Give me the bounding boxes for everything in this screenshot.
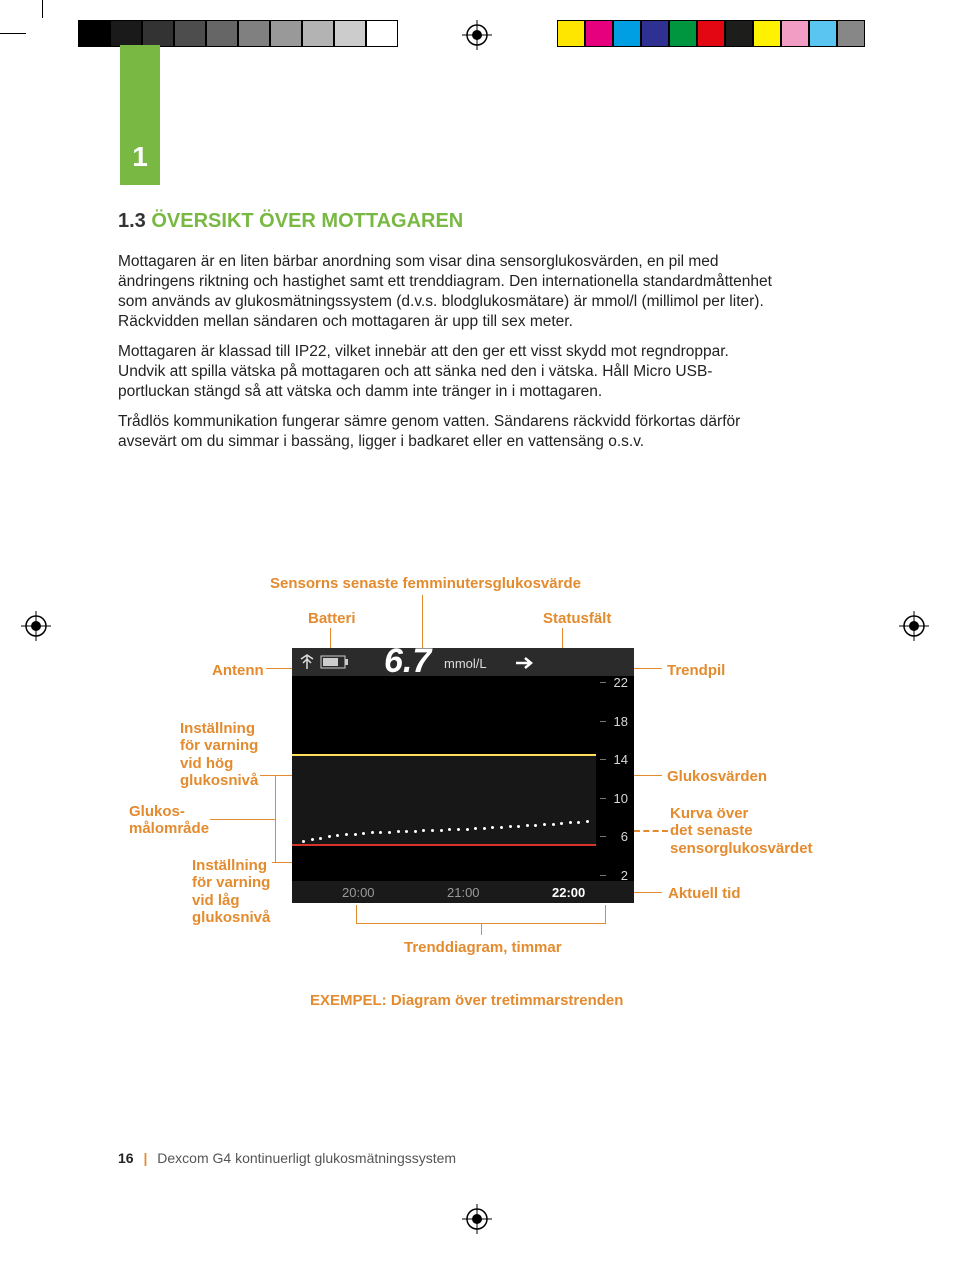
y-tick: 14 [614,752,628,767]
callout-glukos: Glukosvärden [667,768,767,785]
leader-bracket [356,905,357,923]
chapter-number: 1 [132,141,148,173]
footer-text: Dexcom G4 kontinuerligt glukosmätningssy… [157,1150,456,1166]
high-threshold-line [292,754,596,756]
callout-bottom: Trenddiagram, timmar [404,939,562,956]
y-tick: 22 [614,675,628,690]
paragraph: Mottagaren är en liten bärbar anordning … [118,252,778,333]
callout-target: Glukos- målområde [129,803,209,838]
registration-icon [462,1204,492,1234]
callout-antenna: Antenn [212,662,264,679]
x-tick: 21:00 [447,885,480,900]
registration-icon [21,611,51,641]
page-number: 16 [118,1150,134,1166]
trend-arrow-icon [514,655,536,671]
heading-number: 1.3 [118,210,146,232]
leader-line [634,775,662,776]
color-swatches [557,20,865,47]
callout-low: Inställning för varning vid låg glukosni… [192,857,270,926]
leader-line [634,892,662,893]
page-footer: 16 | Dexcom G4 kontinuerligt glukosmätni… [118,1150,456,1166]
device-screen: 6.7 mmol/L 2218141062 20:0021:0022:00 [292,648,634,903]
y-tick: 10 [614,791,628,806]
leader-line [260,775,292,776]
callout-top: Sensorns senaste femminutersglukosvärde [270,575,581,592]
glucose-value: 6.7 [384,642,431,681]
paragraph: Mottagaren är klassad till IP22, vilket … [118,342,778,402]
leader-bracket [275,775,276,863]
antenna-icon [298,653,316,671]
y-tick: 18 [614,714,628,729]
callout-high: Inställning för varning vid hög glukosni… [180,720,258,789]
callout-status: Statusfält [543,610,611,627]
callout-battery: Batteri [308,610,356,627]
x-tick: 20:00 [342,885,375,900]
registration-icon [899,611,929,641]
leader-line-dashed [634,830,668,832]
y-tick: 6 [621,829,628,844]
target-band [292,754,596,844]
x-tick: 22:00 [552,885,585,900]
footer-separator: | [143,1150,147,1166]
heading-title: ÖVERSIKT ÖVER MOTTAGAREN [151,210,463,232]
leader-bracket [605,905,606,923]
callout-trendpil: Trendpil [667,662,725,679]
glucose-unit: mmol/L [444,656,487,671]
grayscale-swatches [78,20,398,47]
crop-mark [0,33,26,34]
leader-line [481,923,482,935]
callout-time: Aktuell tid [668,885,741,902]
page: 1 1.3 ÖVERSIKT ÖVER MOTTAGAREN Mottagare… [0,0,960,1263]
registration-icon [462,20,492,50]
crop-mark [42,0,43,18]
figure-caption: EXEMPEL: Diagram över tretimmarstrenden [310,992,623,1009]
chapter-tab: 1 [120,45,160,185]
low-threshold-line [292,844,596,846]
battery-icon [320,655,350,669]
section-heading: 1.3 ÖVERSIKT ÖVER MOTTAGAREN [118,210,463,233]
paragraph: Trådlös kommunikation fungerar sämre gen… [118,412,778,452]
leader-line [210,819,275,820]
callout-curve: Kurva över det senaste sensorglukosvärde… [670,805,813,857]
